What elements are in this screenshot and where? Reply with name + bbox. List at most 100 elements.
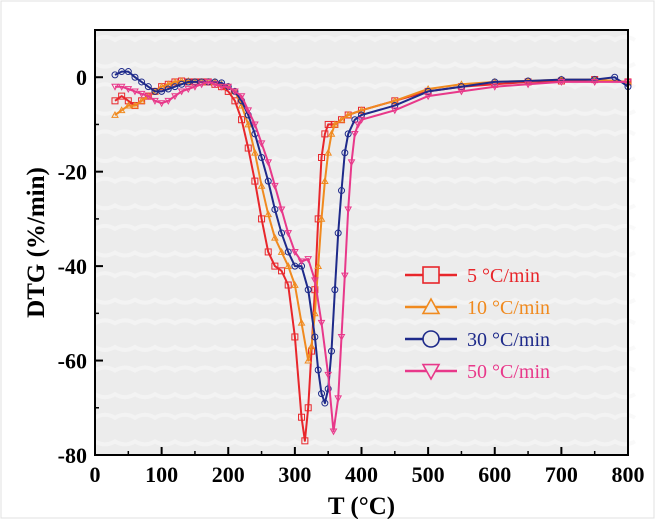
data-point — [301, 437, 309, 445]
data-point — [321, 177, 329, 185]
data-point — [184, 76, 193, 84]
data-point — [424, 87, 432, 95]
data-point — [277, 247, 286, 255]
data-point — [334, 229, 342, 237]
legend-item: 30 °C/min — [405, 329, 550, 351]
data-point — [124, 101, 133, 109]
legend-label: 5 °C/min — [467, 265, 540, 287]
data-point — [304, 356, 313, 364]
data-point — [151, 87, 159, 95]
x-tick-label: 100 — [145, 462, 178, 487]
data-point — [257, 140, 266, 148]
background-texture — [93, 61, 637, 69]
data-point — [321, 399, 329, 407]
data-point — [258, 154, 266, 161]
data-point — [337, 334, 346, 341]
data-point — [324, 385, 332, 393]
x-tick-label: 200 — [212, 462, 245, 487]
legend-item: 5 °C/min — [405, 265, 540, 287]
x-tick-label: 800 — [612, 462, 645, 487]
data-point — [164, 80, 173, 88]
data-point — [117, 83, 126, 91]
legend-label: 30 °C/min — [467, 329, 550, 351]
data-point — [590, 79, 599, 86]
data-point — [224, 83, 233, 91]
data-point — [258, 215, 266, 223]
data-point — [271, 233, 279, 241]
data-point — [118, 92, 126, 100]
data-point — [244, 144, 252, 152]
data-point — [311, 277, 319, 285]
series-line — [114, 70, 629, 405]
data-point — [157, 82, 166, 90]
data-point — [324, 148, 333, 156]
background-texture — [93, 365, 637, 373]
data-point — [151, 97, 159, 105]
data-point — [178, 80, 186, 88]
data-point — [131, 73, 139, 81]
legend-swatch-marker — [422, 330, 440, 348]
y-tick-label: -40 — [58, 254, 87, 279]
data-point — [264, 177, 272, 185]
legend-swatch-marker — [421, 297, 441, 315]
y-tick-label: -60 — [58, 349, 87, 374]
data-point — [314, 366, 322, 374]
background-texture — [93, 391, 637, 400]
data-point — [324, 120, 332, 128]
data-point — [238, 116, 246, 124]
x-tick-label: 0 — [90, 462, 101, 487]
data-point — [164, 85, 172, 93]
data-point — [251, 148, 259, 156]
data-point — [390, 107, 399, 115]
data-point — [184, 78, 192, 86]
data-point — [111, 110, 119, 118]
x-axis-title: T (°C) — [328, 493, 395, 519]
data-point — [124, 97, 132, 105]
data-point — [284, 248, 292, 256]
data-point — [297, 258, 306, 266]
data-point — [298, 413, 306, 421]
data-point — [124, 68, 132, 76]
data-point — [457, 88, 466, 96]
y-tick-label: -80 — [58, 443, 87, 468]
x-tick-label: 400 — [345, 462, 378, 487]
data-point — [124, 86, 133, 94]
data-point — [137, 96, 146, 104]
data-point — [328, 347, 336, 355]
data-point — [291, 249, 299, 256]
data-point — [271, 182, 279, 190]
background-texture — [93, 155, 637, 164]
data-point — [424, 93, 432, 101]
legend: 5 °C/min 10 °C/min 30 °C/min 50 °C/min — [405, 265, 550, 383]
legend-label: 50 °C/min — [467, 361, 550, 383]
data-point — [490, 83, 499, 91]
background-texture — [93, 344, 637, 352]
data-point — [291, 333, 299, 341]
x-tick-label: 700 — [545, 462, 578, 487]
data-point — [284, 281, 292, 289]
data-point — [244, 120, 253, 128]
data-point — [291, 280, 299, 288]
x-tick-label: 500 — [412, 462, 445, 487]
data-point — [251, 177, 259, 185]
data-point — [257, 181, 266, 189]
data-point — [457, 83, 465, 91]
background-texture — [93, 176, 637, 184]
data-point — [271, 262, 279, 270]
data-point — [324, 371, 333, 379]
data-point — [524, 81, 532, 89]
data-point — [291, 262, 299, 270]
data-point — [264, 248, 272, 256]
data-point — [298, 262, 306, 270]
data-point — [224, 87, 232, 95]
background-texture — [93, 318, 637, 326]
background-texture — [93, 412, 637, 421]
data-point — [284, 262, 293, 270]
background-texture — [93, 271, 637, 279]
data-point — [211, 81, 219, 89]
background-texture — [93, 297, 637, 305]
data-point — [278, 229, 286, 237]
data-point — [184, 86, 193, 94]
